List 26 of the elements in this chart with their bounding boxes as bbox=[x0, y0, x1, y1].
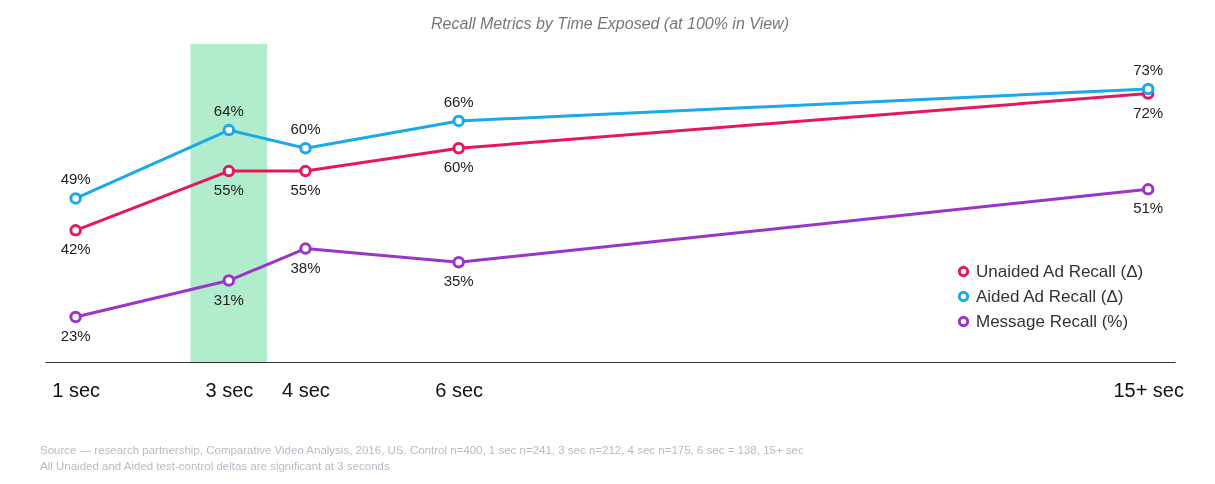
data-label: 60% bbox=[443, 158, 474, 176]
data-label: 64% bbox=[213, 102, 244, 120]
data-label: 73% bbox=[1133, 61, 1164, 78]
x-tick-label: 1 sec bbox=[52, 378, 101, 401]
x-tick-label: 6 sec bbox=[435, 378, 484, 401]
data-label: 23% bbox=[60, 327, 91, 344]
legend-label: Unaided Ad Recall (Δ) bbox=[976, 261, 1144, 281]
data-label: 60% bbox=[290, 120, 321, 138]
data-label: 42% bbox=[60, 240, 91, 258]
x-tick-label: 15+ sec bbox=[1113, 378, 1184, 401]
data-label: 49% bbox=[60, 170, 91, 188]
data-label: 35% bbox=[443, 272, 474, 290]
legend-label: Message Recall (%) bbox=[976, 311, 1129, 331]
text: All Unaided and Aided test-control deltas are significant at 3 seconds bbox=[40, 459, 391, 474]
data-label: 72% bbox=[1133, 103, 1164, 121]
legend-label: Aided Ad Recall (Δ) bbox=[976, 286, 1124, 306]
data-label: 55% bbox=[213, 181, 244, 199]
data-label: 55% bbox=[290, 181, 321, 199]
x-tick-label: 4 sec bbox=[282, 378, 330, 401]
data-label: 31% bbox=[213, 290, 244, 308]
data-label: 38% bbox=[290, 258, 321, 276]
data-label: 51% bbox=[1133, 199, 1164, 217]
data-label: 66% bbox=[443, 92, 474, 110]
source-note: Source — research partnership, Comparative Video Analysis, 2016, US. Control n=400, 1 sec n=241, 3 sec n=212, 4 sec n=175, 6 sec = 138, 15+ sec bbox=[40, 443, 805, 458]
chart-title: Recall Metrics by Time Exposed (at 100% in View) bbox=[431, 15, 789, 32]
x-tick-label: 3 sec bbox=[205, 378, 254, 401]
